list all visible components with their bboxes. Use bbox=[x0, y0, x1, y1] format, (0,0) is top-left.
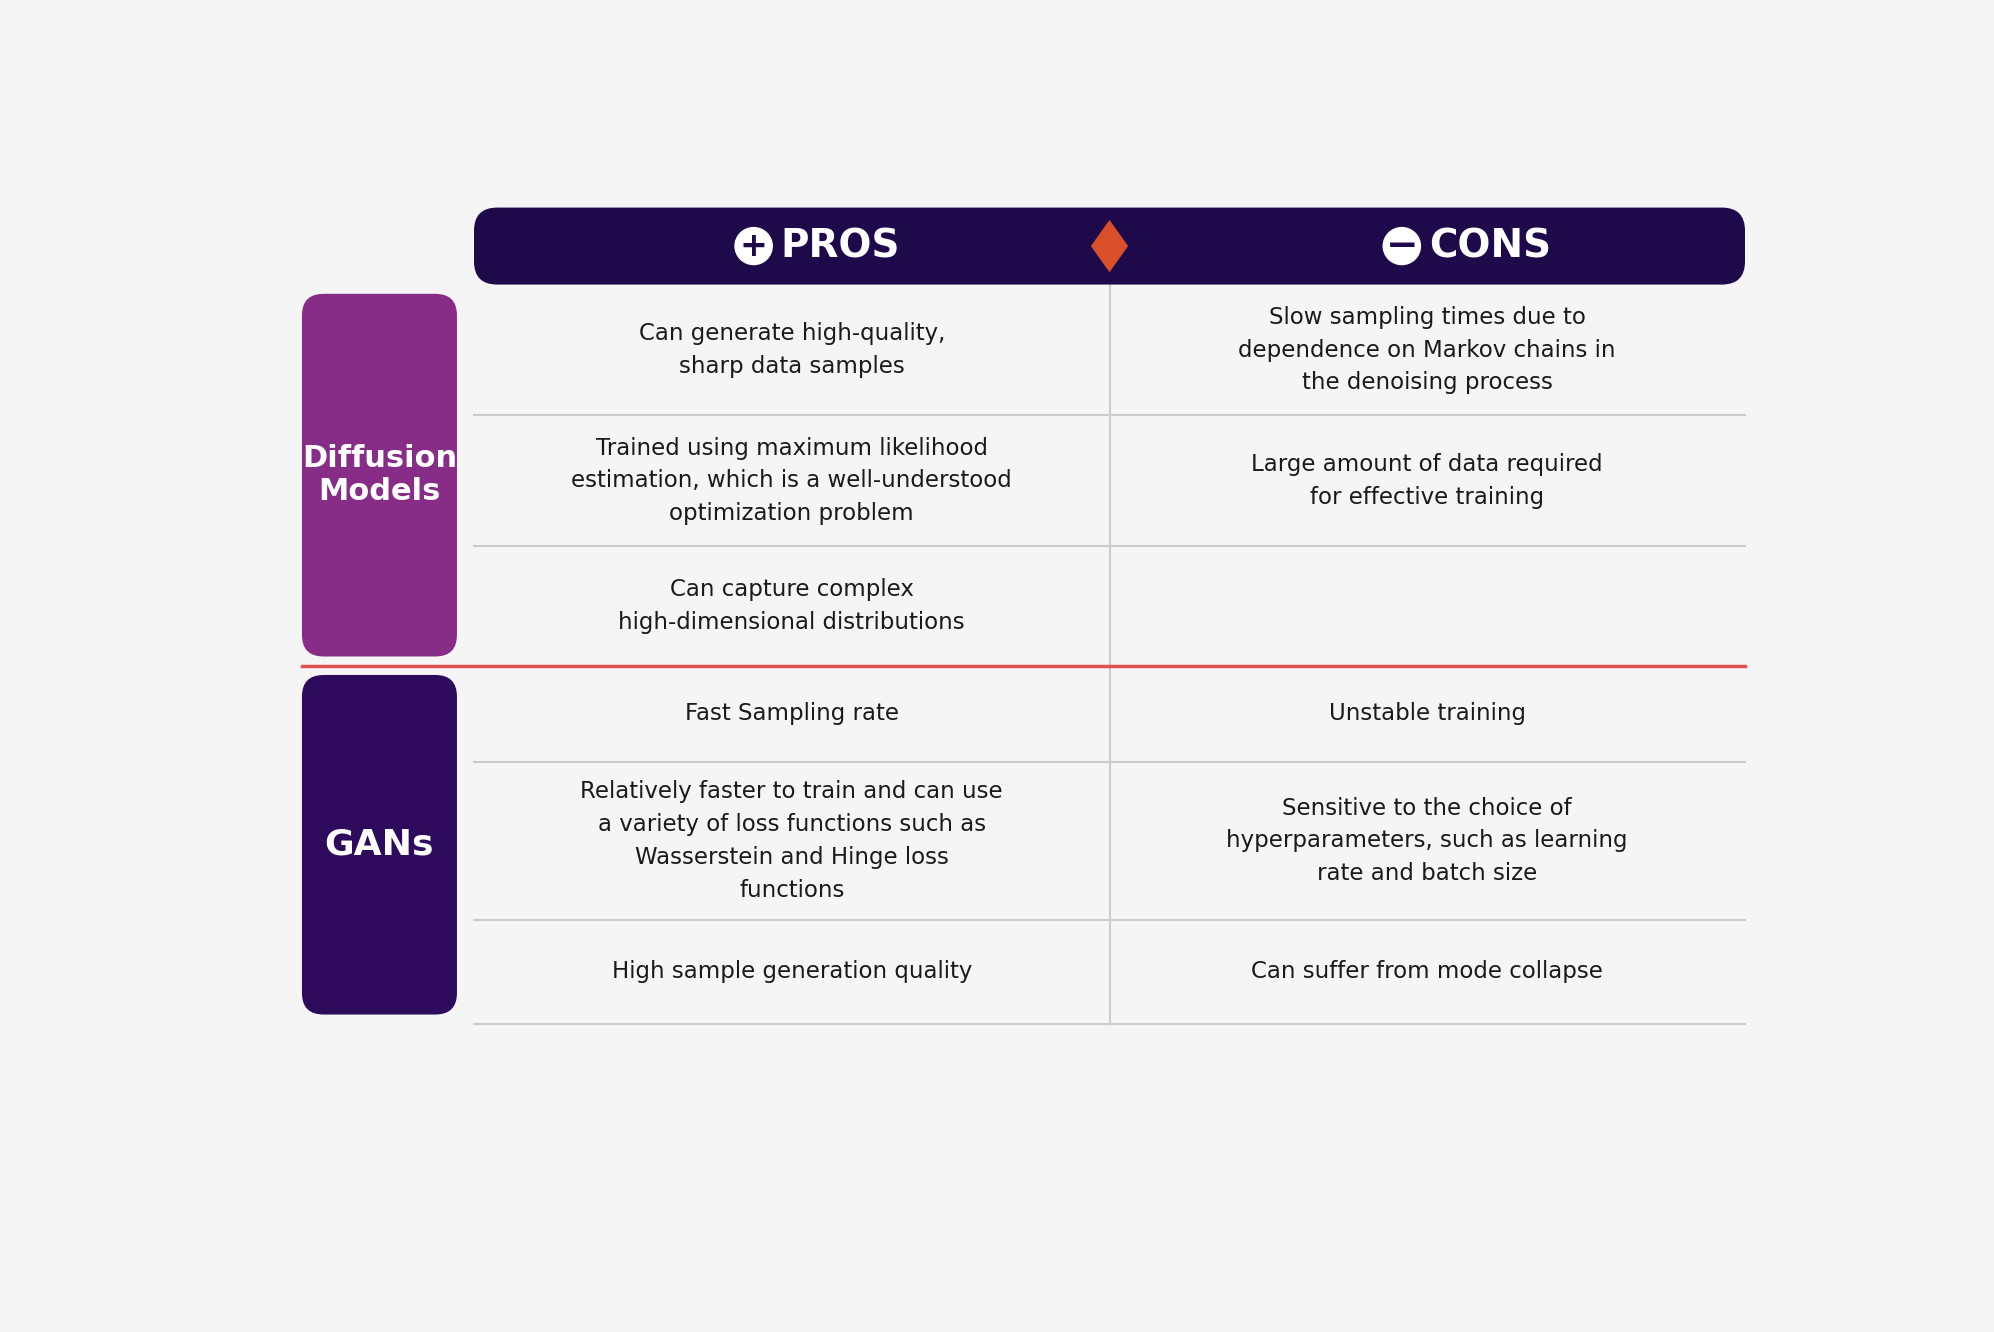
FancyBboxPatch shape bbox=[301, 675, 457, 1015]
Text: CONS: CONS bbox=[1430, 226, 1551, 265]
Text: Slow sampling times due to
dependence on Markov chains in
the denoising process: Slow sampling times due to dependence on… bbox=[1238, 305, 1615, 394]
Text: −: − bbox=[1386, 226, 1418, 265]
Text: Can generate high-quality,
sharp data samples: Can generate high-quality, sharp data sa… bbox=[638, 322, 945, 378]
Polygon shape bbox=[1091, 220, 1129, 272]
Text: PROS: PROS bbox=[782, 226, 899, 265]
Text: Large amount of data required
for effective training: Large amount of data required for effect… bbox=[1252, 453, 1603, 509]
Circle shape bbox=[1384, 228, 1420, 265]
Text: Diffusion
Models: Diffusion Models bbox=[301, 444, 457, 506]
Text: High sample generation quality: High sample generation quality bbox=[612, 960, 971, 983]
Text: +: + bbox=[740, 229, 768, 262]
Text: Relatively faster to train and can use
a variety of loss functions such as
Wasse: Relatively faster to train and can use a… bbox=[580, 781, 1003, 902]
Text: Sensitive to the choice of
hyperparameters, such as learning
rate and batch size: Sensitive to the choice of hyperparamete… bbox=[1226, 797, 1627, 886]
Text: GANs: GANs bbox=[325, 827, 435, 862]
Text: Can capture complex
high-dimensional distributions: Can capture complex high-dimensional dis… bbox=[618, 578, 965, 634]
FancyBboxPatch shape bbox=[475, 208, 1745, 285]
Circle shape bbox=[736, 228, 772, 265]
FancyBboxPatch shape bbox=[301, 294, 457, 657]
Text: Trained using maximum likelihood
estimation, which is a well-understood
optimiza: Trained using maximum likelihood estimat… bbox=[572, 437, 1013, 525]
Text: Can suffer from mode collapse: Can suffer from mode collapse bbox=[1252, 960, 1603, 983]
Text: Unstable training: Unstable training bbox=[1328, 702, 1525, 726]
Text: Fast Sampling rate: Fast Sampling rate bbox=[684, 702, 899, 726]
